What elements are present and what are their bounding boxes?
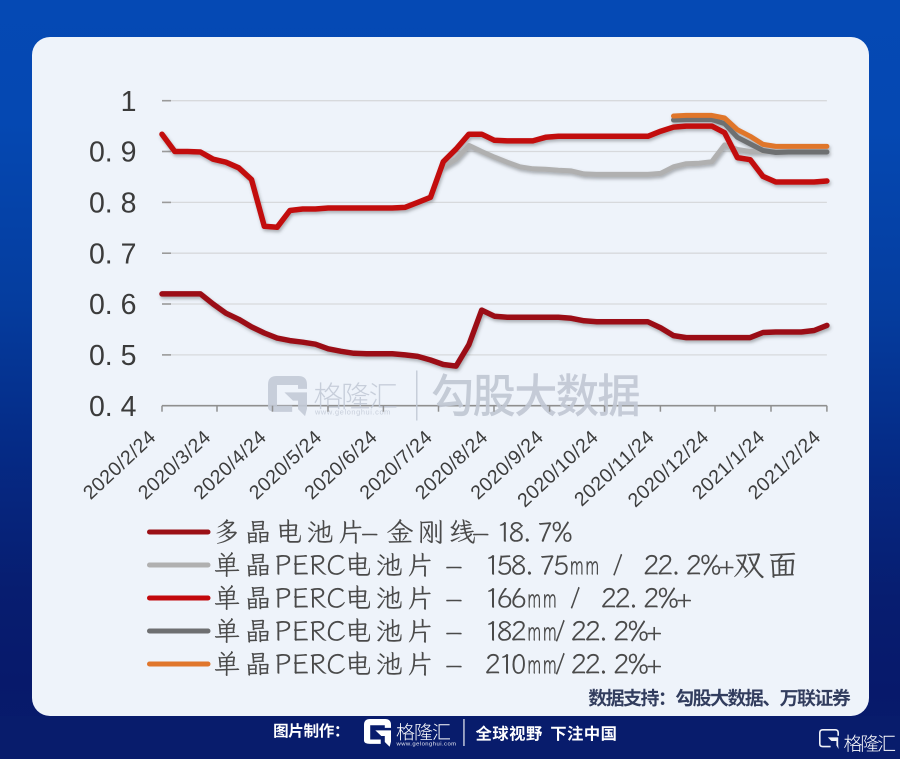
- svg-text:0. 5: 0. 5: [89, 340, 137, 372]
- svg-text:0. 6: 0. 6: [89, 289, 137, 321]
- svg-text:0. 9: 0. 9: [89, 137, 137, 169]
- svg-text:0. 8: 0. 8: [89, 188, 137, 220]
- svg-text:www.gelonghui.com: www.gelonghui.com: [396, 741, 457, 747]
- svg-text:0. 7: 0. 7: [89, 238, 137, 270]
- svg-text:www.gelonghui.com: www.gelonghui.com: [314, 408, 391, 417]
- svg-text:1: 1: [121, 86, 137, 118]
- svg-text:0. 4: 0. 4: [89, 391, 137, 423]
